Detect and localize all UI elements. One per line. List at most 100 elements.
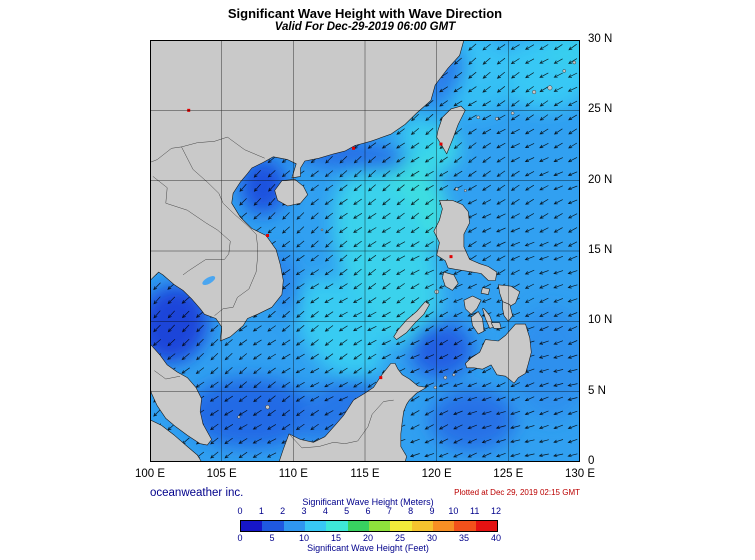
colorbar-segment [454,521,476,531]
colorbar-meters-value: 11 [469,506,480,516]
wave-height-region [185,377,315,448]
lon-tick-label: 110 E [278,468,308,480]
lat-tick-label: 25 N [588,103,613,116]
colorbar-segment [304,521,327,531]
colorbar-meters-value: 6 [365,506,371,516]
colorbar-feet-value: 25 [394,533,405,543]
small-island [476,115,480,120]
graticule [150,40,580,462]
country-border [154,370,181,380]
colorbar-segment [241,521,263,531]
lat-tick-label: 10 N [588,314,613,327]
land-negros [470,311,485,335]
lon-tick-label: 120 E [421,468,452,480]
land-masses [150,40,576,462]
lon-tick-label: 125 E [493,468,524,480]
colorbar-title-meters: Significant Wave Height (Meters) [302,497,434,507]
colorbar-meters-value: 8 [408,506,414,516]
colorbar-segment [411,521,433,531]
small-island [455,187,459,191]
land-mindanao [465,323,532,384]
colorbar-feet-value: 5 [269,533,275,543]
colorbar-meters-value: 3 [301,506,307,516]
lat-tick-label: 20 N [588,173,613,186]
small-island [572,60,576,65]
city-marker [352,146,356,150]
wave-height-region [240,158,287,215]
colorbar-segment [262,521,284,531]
small-island [452,373,456,377]
country-border [181,146,258,316]
lon-tick-label: 105 E [206,468,237,480]
colorbar-meters-value: 10 [448,506,459,516]
colorbar-feet-value: 35 [458,533,469,543]
lat-tick-label: 15 N [588,244,613,256]
city-marker [266,234,270,238]
small-island [443,375,448,380]
colorbar-title-feet: Significant Wave Height (Feet) [307,543,429,553]
land-sumatra [150,419,202,462]
colorbar-feet-value: 20 [362,533,373,543]
small-island [237,415,241,419]
land-masbate [480,287,490,295]
colorbar-meters-value: 5 [344,506,350,516]
small-island [532,90,537,95]
small-island [562,69,566,73]
map-plot-area [150,40,580,462]
land-palawan [393,301,430,340]
land-luzon [433,200,498,281]
wave-height-region [409,321,473,378]
colorbar-meter-ticks: 0 1 2 3 4 5 6 7 8 9 10 11 12 [237,506,501,516]
land-samar [498,284,521,308]
colorbar-segment [347,521,369,531]
colorbar-meters-value: 2 [280,506,286,516]
chart-title: Significant Wave Height with Wave Direct… [227,6,503,21]
land-cebu [482,308,495,329]
plotted-timestamp: Plotted at Dec 29, 2019 02:15 GMT [454,488,580,497]
colorbar-segment [283,521,305,531]
small-island [265,404,270,410]
colorbar-segment [326,521,348,531]
small-island [547,85,553,91]
colorbar-meters-value: 9 [429,506,435,516]
small-island [463,189,467,192]
chart-subtitle: Valid For Dec-29-2019 06:00 GMT [274,21,456,33]
colorbar-meters-value: 4 [322,506,328,516]
land-hainan [274,179,308,207]
colorbar-segment [432,521,455,531]
colorbar-feet-value: 15 [330,533,341,543]
land-mindoro [442,271,459,291]
colorbar-meters-value: 1 [258,506,264,516]
colorbar-meters-value: 12 [490,506,501,516]
lat-tick-label: 30 N [588,33,613,45]
colorbar-feet-value: 10 [298,533,309,543]
lon-tick-label: 115 E [350,468,380,480]
country-border [152,176,231,276]
lat-tick-label: 5 N [588,384,606,397]
colorbar-feet-ticks: 0 5 10 15 20 25 30 35 40 [237,533,501,543]
credit-oceanweather: oceanweather inc. [150,487,244,499]
colorbar-feet-value: 40 [490,533,501,543]
city-marker [449,255,453,259]
city-marker [379,376,383,380]
map-frame [150,40,580,462]
country-border [288,399,394,449]
small-island [510,111,515,115]
lon-tick-label: 130 E [564,468,596,480]
wave-height-region [429,388,516,451]
wave-height-region [399,117,440,152]
land-bohol [490,322,502,329]
colorbar [240,520,498,532]
colorbar-feet-value: 0 [237,533,243,543]
country-border [150,136,265,163]
colorbar-meters-value: 7 [386,506,392,516]
land-asia-mainland [150,40,465,342]
city-marker [439,142,443,146]
small-island [433,385,437,390]
small-island [320,228,324,232]
colorbar-segment [368,521,391,531]
colorbar-feet-value: 30 [426,533,437,543]
land-borneo [278,363,427,462]
lat-tick-label: 0 [588,455,595,467]
